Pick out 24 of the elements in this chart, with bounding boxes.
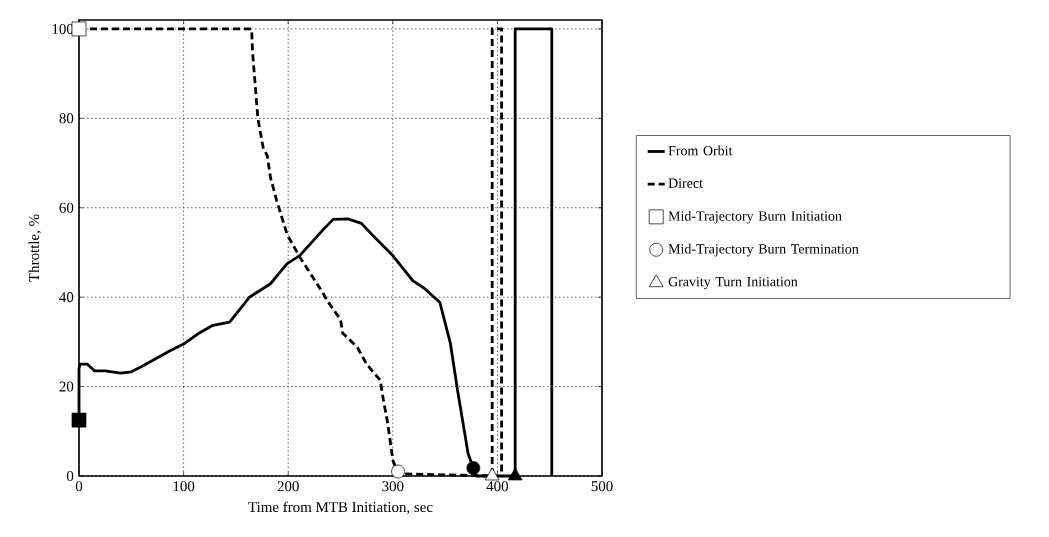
y-tick-label: 80 [59,113,74,124]
point [507,467,523,481]
point [466,461,481,475]
point [391,464,405,479]
legend-label: From Orbit [668,145,733,156]
point [71,21,87,37]
x-tick-label: 400 [486,481,509,492]
legend-label: Direct [668,178,703,188]
x-tick-label: 100 [173,481,195,492]
y-tick-label: 20 [59,381,74,392]
x-tick-label: 0 [75,481,83,492]
y-tick-label: 40 [59,292,74,303]
x-tick-label: 500 [591,481,613,492]
legend-label: Mid-Trajectory Burn Initiation [668,210,842,224]
y-tick-label: 60 [59,202,74,213]
x-tick-label: 200 [277,481,299,492]
x-tick-label: 300 [382,481,404,492]
y-axis-title: Throttle, % [28,214,42,282]
point [71,412,87,428]
legend-label: Gravity Turn Initiation [668,276,798,290]
y-tick-label: 0 [66,470,74,482]
point [484,467,500,481]
legend-label: Mid-Trajectory Burn Termination [668,243,859,257]
x-axis-title: Time from MTB Initiation, sec [248,501,433,515]
